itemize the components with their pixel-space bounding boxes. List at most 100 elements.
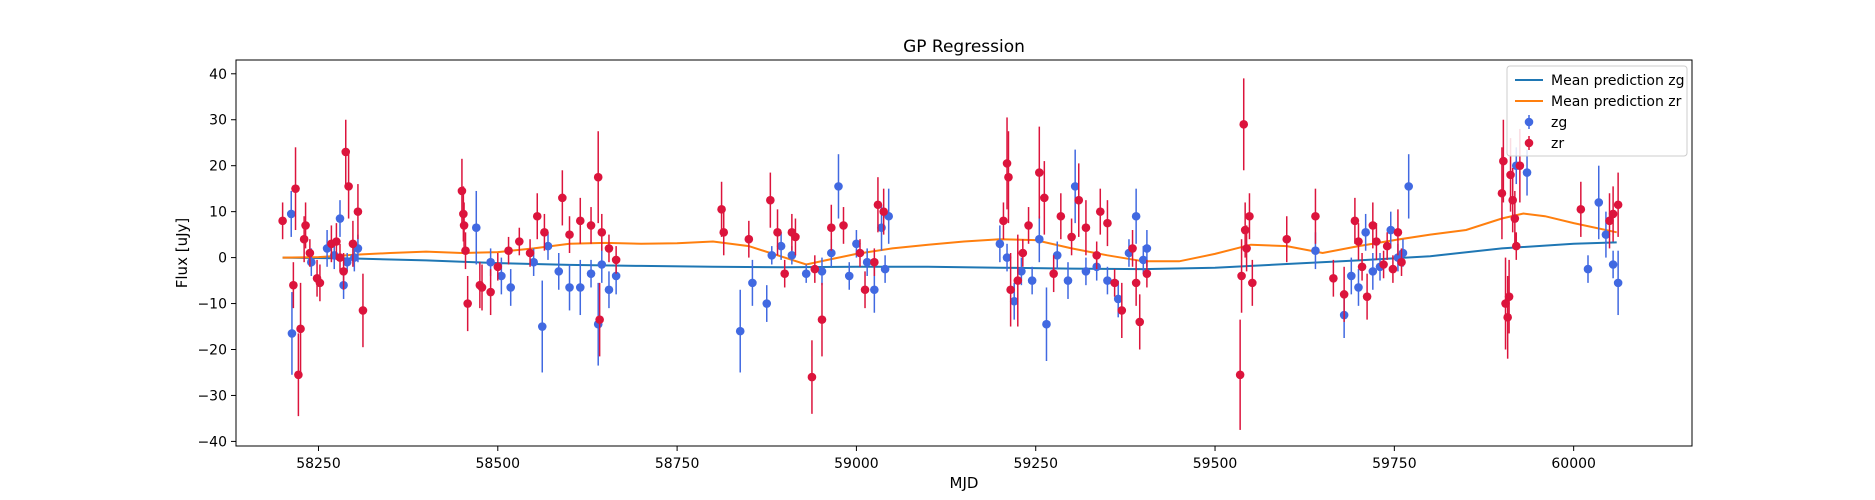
zg-point <box>1113 294 1123 304</box>
x-tick-label: 58250 <box>296 456 341 472</box>
zr-point <box>1117 306 1127 315</box>
x-tick-label: 58750 <box>655 456 700 472</box>
legend-marker-swatch <box>1524 117 1534 127</box>
y-tick-label: −20 <box>197 343 227 359</box>
zg-point <box>748 278 757 288</box>
zr-point <box>839 221 848 230</box>
zr-point <box>1128 244 1137 253</box>
legend-label: zr <box>1551 136 1564 152</box>
zg-point <box>862 257 872 267</box>
zr-point <box>1282 234 1292 244</box>
zg-point <box>586 269 596 278</box>
zr-point <box>299 234 309 244</box>
zr-point <box>461 246 470 256</box>
zr-point <box>870 257 879 267</box>
zg-point <box>565 283 574 292</box>
zr-point <box>1131 278 1141 288</box>
zg-point <box>762 299 772 308</box>
y-tick-label: −10 <box>197 297 227 313</box>
zr-point <box>1049 269 1058 278</box>
zr-point <box>807 372 817 382</box>
zr-point <box>1067 232 1076 242</box>
zr-point <box>1329 273 1338 283</box>
zr-point <box>810 264 820 274</box>
zr-point <box>339 267 348 276</box>
zg-point <box>497 271 506 281</box>
zr-point <box>486 287 495 297</box>
zr-point <box>353 207 363 216</box>
plot-content <box>278 78 1623 430</box>
zg-point <box>1608 260 1618 269</box>
zg-point <box>995 239 1005 249</box>
zg-point <box>471 223 481 233</box>
x-tick-label: 59750 <box>1372 456 1417 472</box>
zr-point <box>597 228 607 237</box>
zr-point <box>504 246 513 256</box>
zg-point <box>543 241 553 251</box>
zr-point <box>1235 370 1245 380</box>
zr-point <box>459 221 469 230</box>
zg-point <box>1613 278 1623 288</box>
zr-point <box>301 221 310 230</box>
zr-point <box>332 237 341 246</box>
zg-point <box>1027 276 1037 285</box>
zr-point <box>1095 207 1105 216</box>
zr-point <box>1004 172 1013 182</box>
zr-point <box>1245 211 1254 221</box>
axes-frame <box>235 59 1693 447</box>
zr-point <box>766 195 775 205</box>
zr-point <box>999 216 1008 226</box>
zr-point <box>1103 218 1112 228</box>
zg-point <box>1131 211 1141 221</box>
zg-point <box>537 322 547 331</box>
zr-point <box>879 207 888 216</box>
zg-point <box>554 267 564 276</box>
zg-point <box>1081 267 1091 276</box>
line-mean-prediction-zr <box>282 212 1617 266</box>
zg-point <box>776 241 786 251</box>
zg-point <box>1063 276 1073 285</box>
zg-point <box>1052 250 1062 260</box>
y-tick-label: 20 <box>209 159 227 175</box>
zr-point <box>477 283 487 292</box>
legend-label: zg <box>1551 115 1567 131</box>
zr-point <box>457 186 467 196</box>
zg-point <box>335 214 345 223</box>
zg-point <box>575 283 585 292</box>
zr-point <box>873 200 883 210</box>
zr-point <box>1040 193 1049 203</box>
zg-point <box>1142 244 1152 253</box>
x-tick-label: 58500 <box>476 456 521 472</box>
zr-point <box>855 248 865 258</box>
zg-point <box>844 271 854 281</box>
zg-point <box>735 326 745 336</box>
zg-point <box>307 257 316 267</box>
zg-point <box>529 257 538 267</box>
zr-point <box>1504 292 1514 301</box>
zr-point <box>1248 278 1257 288</box>
zr-point <box>1056 211 1066 221</box>
zg-point <box>1368 267 1378 276</box>
zr-point <box>1613 200 1623 210</box>
zg-point <box>1347 271 1356 281</box>
zg-point <box>1583 264 1593 274</box>
zr-point <box>565 230 574 239</box>
chart-title: GP Regression <box>903 37 1025 57</box>
zr-point <box>1357 262 1367 272</box>
zg-point <box>827 248 836 258</box>
zg-point <box>506 283 516 292</box>
y-tick-label: −40 <box>197 434 227 450</box>
zr-point <box>1368 221 1378 230</box>
zr-point <box>1035 168 1044 177</box>
zr-point <box>611 255 621 265</box>
zg-point <box>1601 230 1611 239</box>
zr-point <box>1510 214 1520 223</box>
legend-box <box>1506 65 1688 157</box>
zr-point <box>1393 228 1403 237</box>
zr-point <box>1074 195 1084 205</box>
zg-point <box>1139 255 1148 265</box>
zg-point <box>880 264 890 274</box>
zg-point <box>1035 234 1044 244</box>
zg-point <box>870 285 879 295</box>
zr-point <box>1081 223 1091 233</box>
